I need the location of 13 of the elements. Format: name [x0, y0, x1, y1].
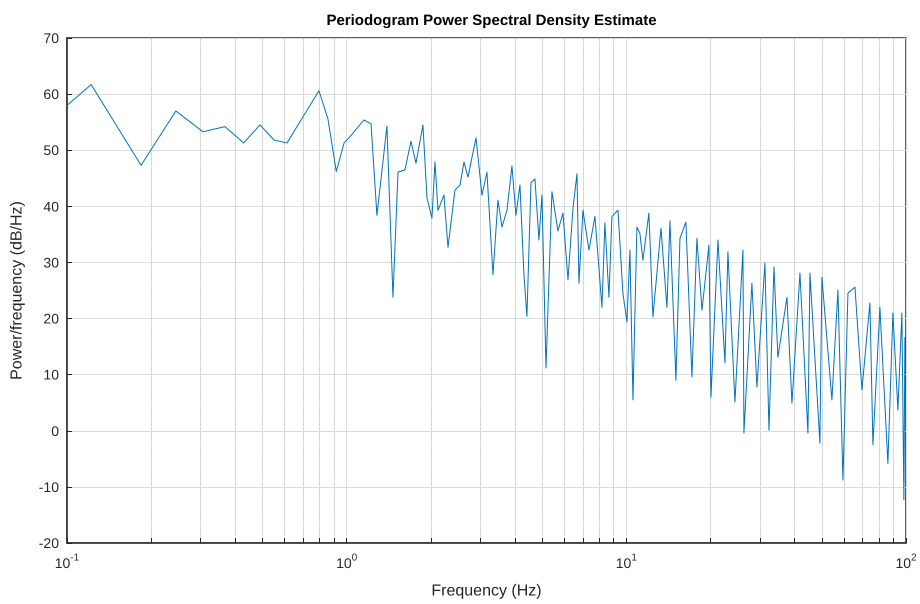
y-tick-label: 40 [43, 198, 60, 214]
y-tick-label: 10 [43, 366, 60, 383]
y-tick-label: -20 [38, 535, 60, 551]
x-axis-title: Frequency (Hz) [431, 582, 542, 600]
y-tick-label: 70 [43, 30, 60, 46]
y-tick-label: 50 [43, 142, 60, 158]
y-tick-label: 20 [43, 310, 60, 327]
y-tick-label: -10 [38, 478, 60, 495]
y-tick-label: 30 [43, 254, 60, 270]
chart-title: Periodogram Power Spectral Density Estimate [326, 12, 657, 29]
y-tick-label: 0 [51, 422, 60, 439]
y-tick-label: 60 [43, 86, 60, 102]
y-axis-title: Power/frequency (dB/Hz) [8, 201, 26, 380]
